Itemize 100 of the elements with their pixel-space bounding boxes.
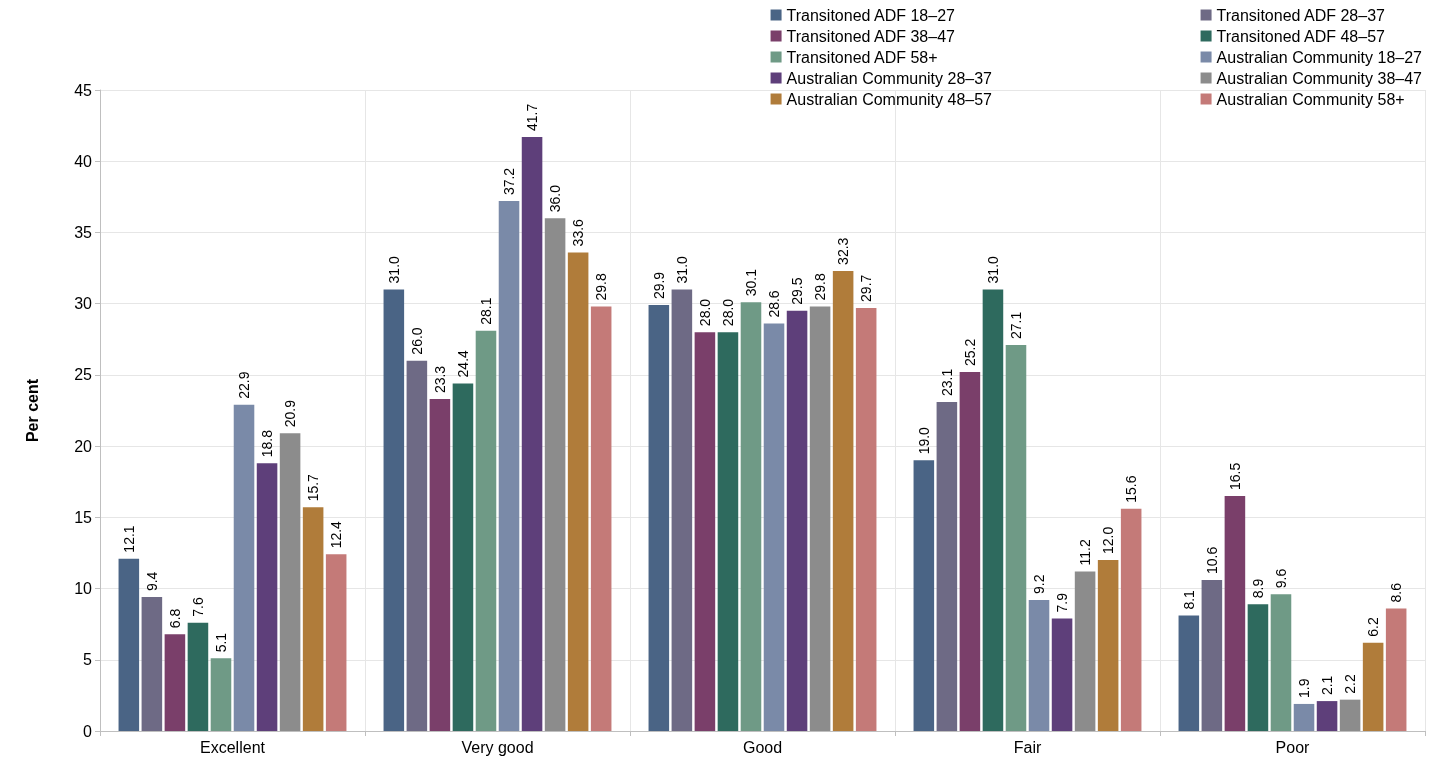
data-label: 31.0 — [673, 255, 690, 284]
data-label: 22.9 — [236, 371, 253, 399]
y-tick-label: 5 — [83, 651, 93, 669]
data-label: 30.1 — [742, 268, 759, 297]
data-label: 5.1 — [212, 632, 229, 653]
bar — [855, 307, 877, 731]
data-label: 9.4 — [143, 571, 160, 592]
data-label: 9.6 — [1272, 568, 1289, 589]
bar — [648, 305, 670, 731]
y-tick-label: 0 — [83, 722, 93, 740]
data-label: 7.9 — [1054, 592, 1071, 613]
data-label: 36.0 — [547, 184, 564, 213]
data-label: 8.9 — [1249, 578, 1266, 599]
bar — [1201, 580, 1223, 731]
bar — [325, 554, 347, 731]
bar — [786, 310, 808, 731]
bar — [1339, 699, 1361, 731]
bar — [590, 306, 612, 731]
legend-label: Australian Community 28–37 — [786, 69, 993, 87]
data-label: 6.2 — [1365, 617, 1382, 637]
data-label: 16.5 — [1226, 462, 1243, 490]
legend-label: Australian Community 48–57 — [786, 90, 993, 108]
bar — [1362, 642, 1384, 731]
bar — [1293, 703, 1315, 731]
data-label: 28.6 — [766, 290, 783, 318]
bar — [763, 323, 785, 731]
bar — [832, 270, 854, 731]
x-tick-label: Very good — [461, 738, 534, 756]
bar — [302, 507, 324, 731]
bar — [164, 634, 186, 731]
bar — [717, 332, 739, 731]
data-label: 29.8 — [593, 273, 610, 301]
bar — [1385, 608, 1407, 731]
data-label: 23.3 — [431, 365, 448, 394]
bar — [118, 558, 140, 731]
data-label: 32.3 — [835, 237, 852, 265]
data-label: 31.0 — [984, 255, 1001, 284]
bar — [429, 399, 451, 731]
bar — [498, 201, 520, 731]
legend-label: Transitoned ADF 38–47 — [786, 27, 956, 45]
data-label: 9.2 — [1031, 574, 1048, 594]
y-tick-label: 25 — [74, 366, 93, 384]
data-label: 29.8 — [812, 273, 829, 301]
data-label: 37.2 — [501, 167, 518, 196]
data-label: 12.1 — [120, 525, 137, 553]
data-label: 28.0 — [719, 298, 736, 327]
y-tick-label: 15 — [74, 508, 93, 526]
bar — [1178, 615, 1200, 731]
bar — [936, 401, 958, 731]
bar — [521, 137, 543, 731]
data-label: 28.0 — [696, 298, 713, 327]
bar — [279, 433, 301, 731]
data-label: 20.9 — [282, 399, 299, 428]
bar — [1005, 344, 1027, 731]
data-label: 15.7 — [305, 473, 322, 502]
bar — [544, 218, 566, 731]
bar — [671, 289, 693, 731]
data-label: 2.1 — [1319, 675, 1336, 696]
x-tick-label: Fair — [1013, 738, 1042, 756]
bar — [1270, 594, 1292, 731]
data-label: 28.1 — [477, 297, 494, 325]
data-label: 8.1 — [1180, 589, 1197, 610]
legend-label: Transitoned ADF 28–37 — [1216, 6, 1386, 24]
legend-label: Australian Community 38–47 — [1216, 69, 1423, 87]
y-tick-label: 40 — [74, 152, 93, 170]
data-label: 23.1 — [938, 368, 955, 396]
data-label: 1.9 — [1296, 678, 1313, 698]
legend-label: Australian Community 18–27 — [1216, 48, 1423, 66]
bar — [959, 372, 981, 731]
x-tick-label: Good — [742, 738, 783, 756]
bar — [694, 332, 716, 731]
bar — [1224, 495, 1246, 731]
data-label: 19.0 — [915, 426, 932, 455]
bar — [187, 622, 209, 731]
data-label: 31.0 — [385, 255, 402, 284]
bar — [256, 463, 278, 731]
bar — [383, 289, 405, 731]
data-label: 12.4 — [328, 520, 345, 549]
data-label: 24.4 — [454, 349, 471, 378]
legend-label: Australian Community 58+ — [1216, 90, 1405, 108]
bar — [1051, 618, 1073, 731]
data-label: 33.6 — [570, 218, 587, 247]
y-tick-label: 45 — [74, 81, 93, 99]
data-label: 26.0 — [408, 327, 425, 355]
bar — [982, 289, 1004, 731]
x-tick-label: Poor — [1275, 738, 1311, 756]
y-tick-label: 30 — [74, 295, 93, 313]
data-label: 10.6 — [1203, 546, 1220, 575]
data-label: 41.7 — [524, 103, 541, 132]
bar — [740, 302, 762, 731]
data-label: 29.5 — [789, 277, 806, 305]
legend-label: Transitoned ADF 58+ — [786, 48, 938, 66]
y-tick-label: 35 — [74, 223, 93, 241]
bar — [1097, 560, 1119, 731]
bar — [1247, 604, 1269, 731]
data-label: 2.2 — [1342, 673, 1359, 694]
data-label: 25.2 — [961, 338, 978, 367]
bar — [1074, 571, 1096, 731]
data-label: 15.6 — [1123, 475, 1140, 503]
data-label: 29.9 — [650, 271, 667, 300]
